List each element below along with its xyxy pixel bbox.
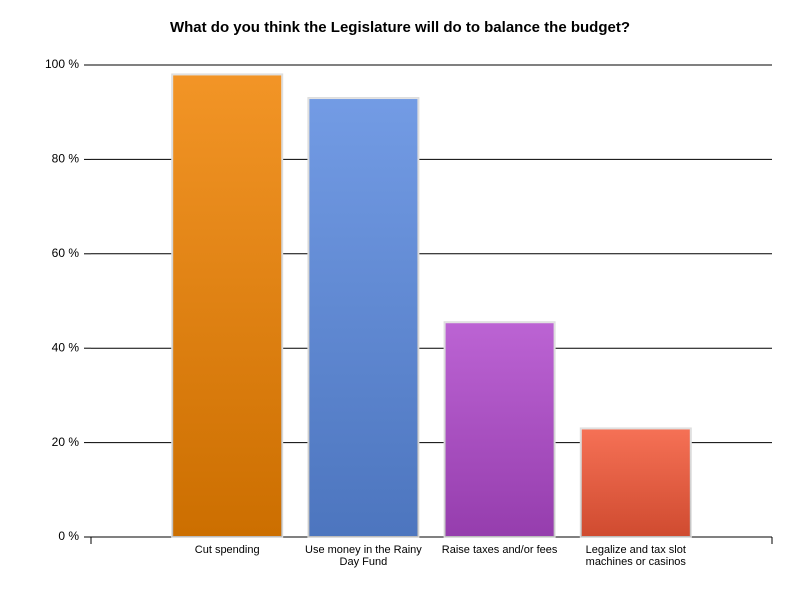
y-tick-label: 20 % [52, 435, 80, 449]
x-tick-label: Use money in the Rainy Day Fund [305, 544, 422, 568]
bar-shade [172, 74, 283, 537]
chart-title: What do you think the Legislature will d… [170, 19, 630, 36]
x-tick-label: Cut spending [194, 544, 260, 556]
y-tick-label: 100 % [45, 57, 79, 71]
bar-shade [444, 322, 555, 537]
bar-shade [580, 428, 691, 537]
x-tick-label: Legalize and tax slot machines or casino… [585, 544, 686, 568]
y-tick-label: 0 % [58, 529, 79, 543]
y-tick-label: 80 % [52, 152, 80, 166]
y-tick-label: 60 % [52, 246, 80, 260]
y-tick-label: 40 % [52, 340, 80, 354]
x-tick-label: Raise taxes and/or fees [441, 544, 558, 556]
bar-shade [308, 98, 419, 537]
